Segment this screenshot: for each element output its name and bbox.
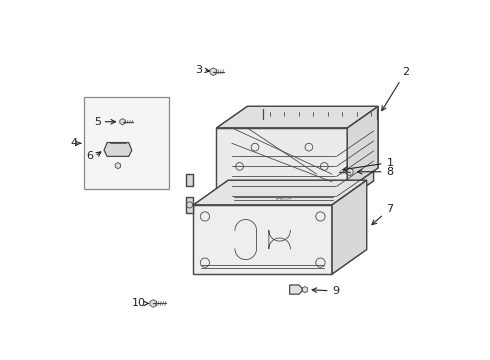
Text: VARTA: VARTA	[275, 196, 292, 201]
Polygon shape	[104, 143, 132, 156]
Polygon shape	[120, 119, 125, 125]
Polygon shape	[210, 68, 217, 76]
Polygon shape	[194, 205, 332, 274]
Polygon shape	[150, 300, 157, 307]
Text: 8: 8	[358, 167, 393, 177]
Polygon shape	[346, 168, 353, 176]
Polygon shape	[217, 128, 347, 189]
Polygon shape	[332, 180, 367, 274]
Polygon shape	[194, 180, 367, 205]
Polygon shape	[264, 112, 377, 116]
Polygon shape	[217, 106, 378, 128]
Text: 10: 10	[132, 298, 146, 309]
Text: 2: 2	[382, 67, 409, 111]
Bar	[84, 97, 169, 189]
FancyBboxPatch shape	[284, 120, 296, 129]
Text: 6: 6	[86, 152, 93, 161]
Text: 9: 9	[312, 286, 340, 296]
Polygon shape	[290, 285, 302, 294]
FancyBboxPatch shape	[315, 120, 327, 129]
Polygon shape	[186, 174, 194, 186]
Text: 3: 3	[195, 65, 202, 75]
Text: 7: 7	[372, 204, 393, 225]
Polygon shape	[347, 106, 378, 189]
Polygon shape	[115, 163, 121, 169]
Text: 5: 5	[94, 117, 101, 127]
Text: 4: 4	[71, 138, 78, 148]
Polygon shape	[230, 121, 373, 147]
Polygon shape	[337, 121, 373, 206]
Text: 1: 1	[343, 158, 393, 171]
Polygon shape	[186, 197, 194, 213]
Polygon shape	[302, 287, 308, 293]
Polygon shape	[230, 147, 337, 206]
